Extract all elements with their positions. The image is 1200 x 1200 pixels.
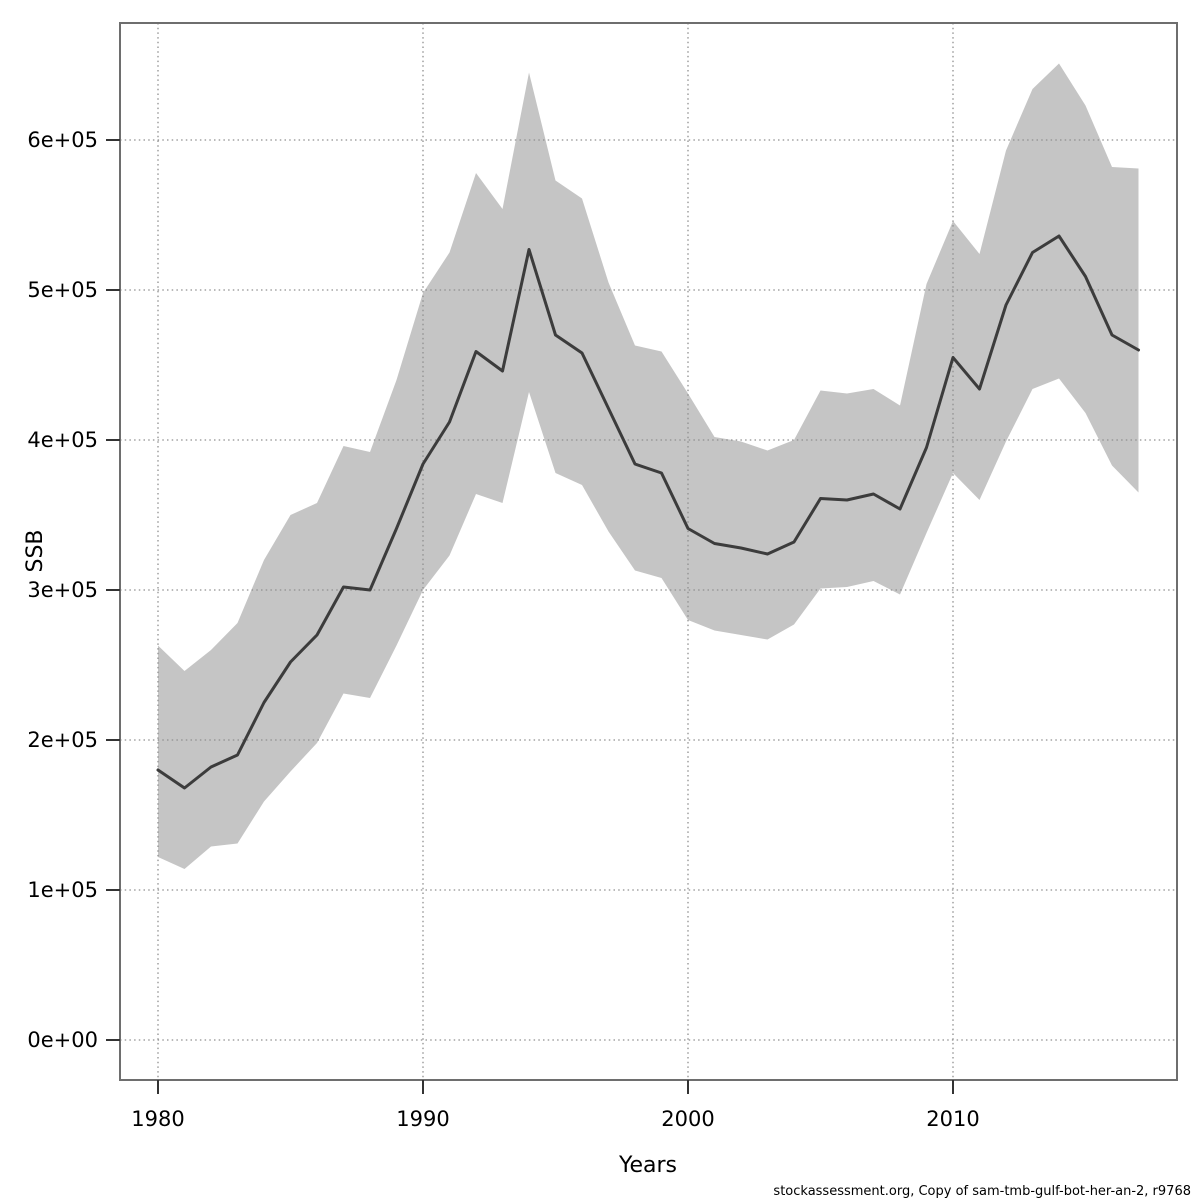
y-tick-label-4e+05: 4e+05 [27,428,98,452]
y-tick-label-0e+00: 0e+00 [27,1028,98,1052]
x-tick-label-2010: 2010 [926,1107,979,1131]
y-tick-label-6e+05: 6e+05 [27,128,98,152]
x-tick-label-1990: 1990 [396,1107,449,1131]
x-axis-title: Years [618,1153,677,1178]
x-tick-label-1980: 1980 [131,1107,184,1131]
ssb-line-layer [156,234,1140,790]
axis-tick-layer: 1980 1990 2000 2010 0e+00 1e+05 2e+05 3e+05 4e+0… [27,128,979,1131]
confidence-band [158,63,1139,869]
plot-frame-layer [119,22,1178,1081]
confidence-band-layer [158,63,1139,869]
plot-border [119,22,1178,1081]
ssb-line [156,234,1140,790]
y-tick-label-5e+05: 5e+05 [27,278,98,302]
y-tick-label-2e+05: 2e+05 [27,728,98,752]
x-tick-label-2000: 2000 [661,1107,714,1131]
footer-attribution: stockassessment.org, Copy of sam-tmb-gul… [773,1184,1191,1199]
y-tick-label-3e+05: 3e+05 [27,578,98,602]
y-tick-label-1e+05: 1e+05 [27,878,98,902]
y-axis-title: SSB [23,529,48,572]
